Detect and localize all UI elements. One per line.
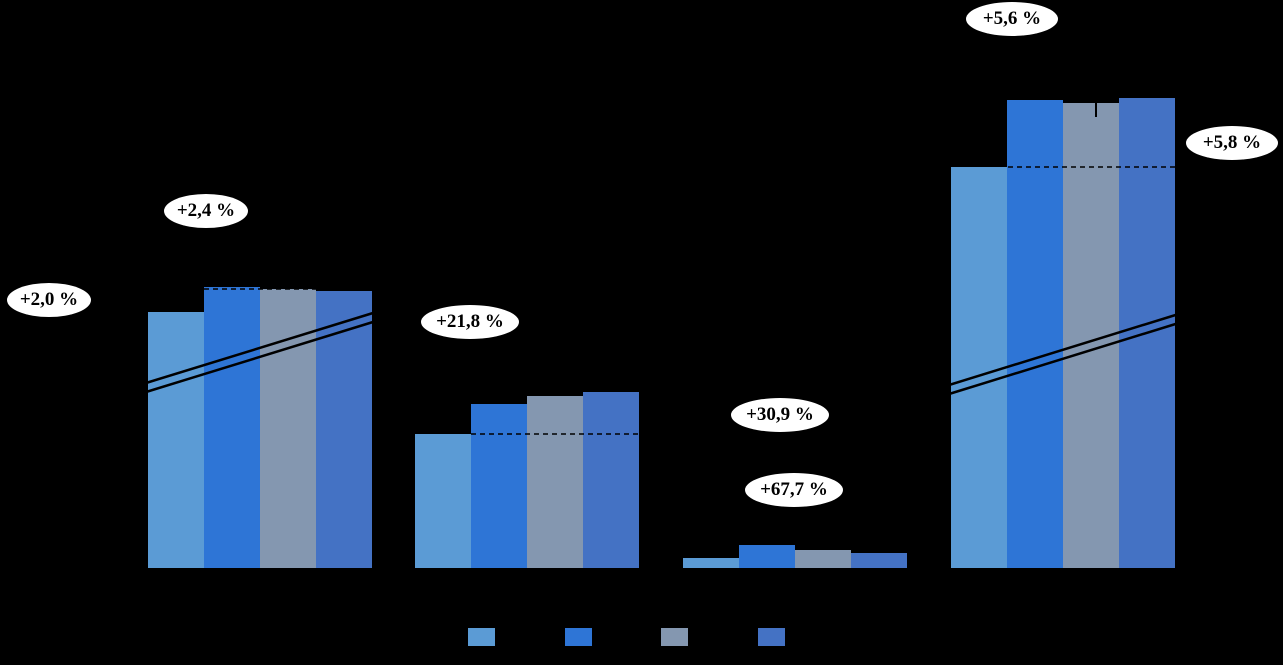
callout-text: +2,0 % xyxy=(19,289,79,310)
callout-text: +30,9 % xyxy=(746,404,814,425)
legend-swatch-4 xyxy=(758,628,785,646)
bar-group2-series2 xyxy=(471,404,527,568)
bar-group3-series1 xyxy=(683,558,739,568)
bar-group3-series4 xyxy=(851,553,907,568)
bar-group2-series4 xyxy=(583,392,639,568)
callout-3: +21,8 % xyxy=(421,305,519,339)
callout-text: +21,8 % xyxy=(436,311,504,332)
bar-group1-series1 xyxy=(148,312,204,568)
axis-break-line-2 xyxy=(145,320,374,394)
bar-group2-series3 xyxy=(527,396,583,568)
axis-break-line-3 xyxy=(948,311,1183,387)
callout-4: +30,9 % xyxy=(731,398,829,432)
callout-text: +2,4 % xyxy=(176,200,236,221)
callout-text: +67,7 % xyxy=(760,479,828,500)
bar-group1-series3 xyxy=(260,289,316,568)
bar-group4-series1 xyxy=(951,167,1007,568)
axis-break-line-1 xyxy=(145,311,374,385)
callout-1: +2,0 % xyxy=(7,283,91,317)
callout-6: +5,6 % xyxy=(966,2,1058,36)
axis-break-line-4 xyxy=(948,320,1183,396)
bar-group2-series1 xyxy=(415,434,471,568)
callout-5: +67,7 % xyxy=(745,473,843,507)
callout-text: +5,6 % xyxy=(982,8,1042,29)
callout-2: +2,4 % xyxy=(164,194,248,228)
bar-group3-series2 xyxy=(739,545,795,568)
legend-swatch-2 xyxy=(565,628,592,646)
legend-swatch-3 xyxy=(661,628,688,646)
legend-swatch-1 xyxy=(468,628,495,646)
bar-group4-series2 xyxy=(1007,100,1063,568)
bar-group3-series3 xyxy=(795,550,851,568)
bar-group1-series2 xyxy=(204,287,260,568)
callout-7: +5,8 % xyxy=(1186,126,1278,160)
callout-text: +5,8 % xyxy=(1202,132,1262,153)
